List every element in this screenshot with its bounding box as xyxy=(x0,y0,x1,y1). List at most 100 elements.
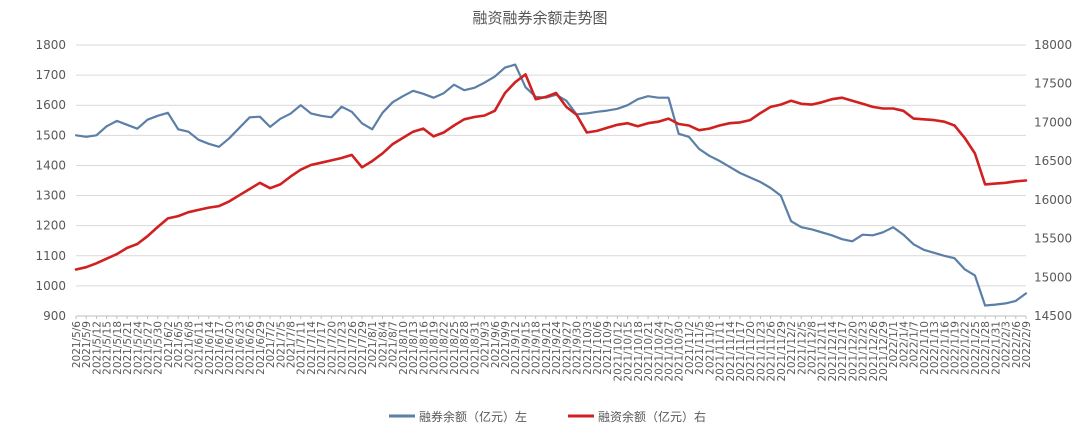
left-tick-label: 900 xyxy=(43,309,66,323)
x-tick-label: 2022/1/19 xyxy=(949,321,961,375)
x-tick-label: 2021/6/20 xyxy=(224,321,236,375)
x-tick-label: 2022/1/25 xyxy=(970,321,982,375)
left-tick-label: 1100 xyxy=(35,249,66,263)
x-tick-label: 2021/11/8 xyxy=(704,321,716,375)
x-tick-label: 2021/8/28 xyxy=(459,321,471,375)
left-tick-label: 1800 xyxy=(35,38,66,52)
x-tick-label: 2021/10/21 xyxy=(643,321,655,382)
x-tick-label: 2021/6/8 xyxy=(183,321,195,368)
series-layer xyxy=(74,63,1028,307)
x-tick-label: 2022/1/28 xyxy=(980,321,992,375)
x-tick-label: 2021/6/14 xyxy=(204,321,216,375)
x-tick-label: 2021/12/29 xyxy=(878,321,890,382)
x-tick-label: 2021/10/12 xyxy=(612,321,624,382)
x-tick-label: 2021/10/3 xyxy=(582,321,594,375)
x-tick-label: 2021/10/27 xyxy=(663,321,675,382)
left-tick-label: 1500 xyxy=(35,128,66,142)
x-tick-label: 2021/9/21 xyxy=(541,321,553,375)
right-tick-label: 17000 xyxy=(1034,115,1072,129)
left-tick-label: 1000 xyxy=(35,279,66,293)
x-tick-label: 2021/10/15 xyxy=(623,321,635,382)
left-tick-label: 1300 xyxy=(35,189,66,203)
left-tick-label: 1400 xyxy=(35,158,66,172)
x-tick-label: 2022/1/13 xyxy=(929,321,941,375)
x-tick-label: 2021/7/23 xyxy=(337,321,349,375)
x-tick-label: 2021/6/17 xyxy=(214,321,226,375)
x-tick-label: 2021/5/21 xyxy=(122,321,134,375)
x-tick-label: 2021/9/27 xyxy=(561,321,573,375)
legend-label-1: 融券余额（亿元）左 xyxy=(419,409,527,424)
x-tick-label: 2021/9/12 xyxy=(510,321,522,375)
x-tick-label: 2022/2/3 xyxy=(1001,321,1013,368)
x-tick-label: 2021/7/29 xyxy=(357,321,369,375)
series-line-1 xyxy=(74,63,1028,307)
x-axis: 2021/5/62021/5/92021/5/122021/5/152021/5… xyxy=(71,315,1033,382)
x-tick-label: 2021/7/2 xyxy=(265,321,277,368)
x-tick-label: 2022/1/16 xyxy=(939,321,951,375)
x-tick-label: 2021/5/9 xyxy=(81,321,93,368)
right-tick-label: 15000 xyxy=(1034,270,1072,284)
x-tick-label: 2022/1/1 xyxy=(888,321,900,368)
x-tick-label: 2021/12/17 xyxy=(837,321,849,382)
x-tick-label: 2021/10/6 xyxy=(592,321,604,375)
x-tick-label: 2021/7/11 xyxy=(296,321,308,375)
x-tick-label: 2021/11/2 xyxy=(684,321,696,375)
x-tick-label: 2021/8/16 xyxy=(418,321,430,375)
series-line-2 xyxy=(74,73,1028,271)
x-tick-label: 2022/1/31 xyxy=(990,321,1002,375)
x-tick-label: 2022/1/7 xyxy=(909,321,921,368)
left-tick-label: 1200 xyxy=(35,219,66,233)
x-tick-label: 2021/11/20 xyxy=(745,321,757,382)
x-tick-label: 2021/11/26 xyxy=(766,321,778,382)
x-tick-label: 2021/7/5 xyxy=(275,321,287,368)
x-tick-label: 2021/11/17 xyxy=(735,321,747,382)
x-tick-label: 2021/6/5 xyxy=(173,321,185,368)
x-tick-label: 2021/9/9 xyxy=(500,321,512,368)
x-tick-label: 2021/11/11 xyxy=(715,321,727,382)
left-axis: 900 1000 1100 1200 1300 1400 1500 1600 1700 1800 xyxy=(35,38,66,323)
x-tick-label: 2021/6/23 xyxy=(234,321,246,375)
right-tick-label: 17500 xyxy=(1034,77,1072,91)
x-tick-label: 2021/5/24 xyxy=(132,321,144,375)
x-tick-label: 2021/5/27 xyxy=(143,321,155,375)
x-tick-label: 2021/6/2 xyxy=(163,321,175,368)
right-tick-label: 14500 xyxy=(1034,309,1072,323)
x-tick-label: 2021/6/26 xyxy=(245,321,257,375)
x-tick-label: 2021/8/7 xyxy=(388,321,400,368)
x-tick-label: 2021/9/6 xyxy=(490,321,502,368)
x-tick-label: 2021/12/2 xyxy=(786,321,798,375)
x-tick-label: 2022/1/22 xyxy=(960,321,972,375)
right-tick-label: 15500 xyxy=(1034,232,1072,246)
x-tick-label: 2021/8/1 xyxy=(367,321,379,368)
x-tick-label: 2021/5/18 xyxy=(112,321,124,375)
x-tick-label: 2021/9/24 xyxy=(551,321,563,375)
right-tick-label: 16500 xyxy=(1034,154,1072,168)
x-tick-label: 2021/7/14 xyxy=(306,321,318,375)
x-tick-label: 2021/11/14 xyxy=(725,321,737,382)
x-tick-label: 2021/5/12 xyxy=(91,321,103,375)
x-tick-label: 2021/7/26 xyxy=(347,321,359,375)
right-axis: 14500 15000 15500 16000 16500 17000 17500 18000 xyxy=(1034,38,1072,323)
x-tick-label: 2021/8/10 xyxy=(398,321,410,375)
x-tick-label: 2022/1/4 xyxy=(898,321,910,368)
right-tick-label: 16000 xyxy=(1034,193,1072,207)
x-tick-label: 2021/8/22 xyxy=(439,321,451,375)
x-tick-label: 2021/10/30 xyxy=(674,321,686,382)
x-tick-label: 2021/12/20 xyxy=(847,321,859,382)
x-tick-label: 2022/2/9 xyxy=(1021,321,1033,368)
grid-layer xyxy=(76,44,1026,317)
right-tick-label: 18000 xyxy=(1034,38,1072,52)
left-tick-label: 1700 xyxy=(35,68,66,82)
x-tick-label: 2021/11/23 xyxy=(755,321,767,382)
legend: 融券余额（亿元）左 融资余额（亿元）右 xyxy=(389,409,706,424)
x-tick-label: 2021/8/13 xyxy=(408,321,420,375)
x-tick-label: 2021/12/8 xyxy=(806,321,818,375)
x-tick-label: 2021/12/11 xyxy=(817,321,829,382)
x-tick-label: 2021/7/8 xyxy=(286,321,298,368)
x-tick-label: 2021/10/18 xyxy=(633,321,645,382)
x-tick-label: 2021/5/30 xyxy=(153,321,165,375)
x-tick-label: 2021/8/19 xyxy=(429,321,441,375)
x-tick-label: 2021/5/15 xyxy=(102,321,114,375)
